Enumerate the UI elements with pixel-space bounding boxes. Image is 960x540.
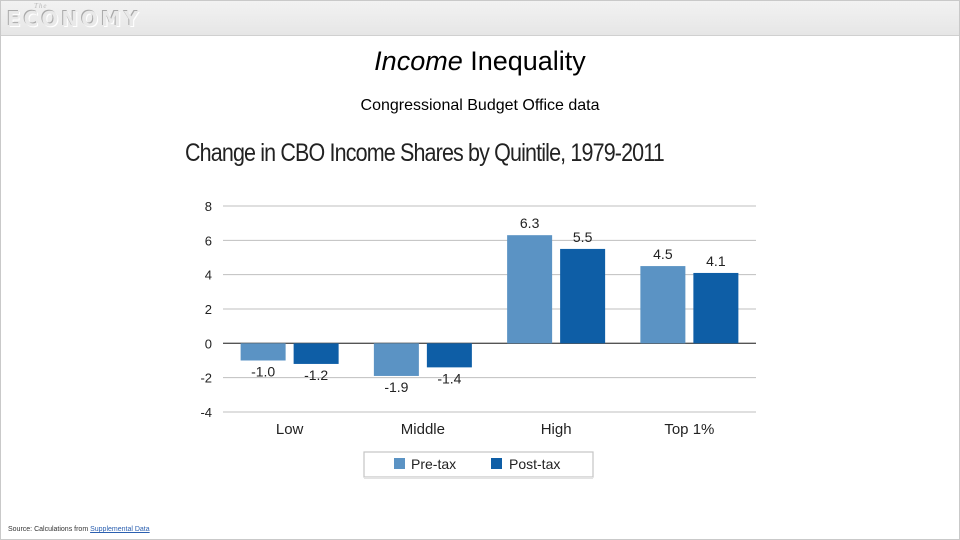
slide-title-rest: Inequality <box>462 46 586 76</box>
x-category-label: Middle <box>401 421 445 438</box>
legend-label: Pre-tax <box>411 456 456 472</box>
y-tick-label: 0 <box>205 336 212 351</box>
y-tick-label: -2 <box>200 371 212 386</box>
y-tick-label: -4 <box>200 405 212 420</box>
chart-title: Change in CBO Income Shares by Quintile,… <box>185 139 665 167</box>
bar-post-tax <box>693 272 739 344</box>
data-label: -1.0 <box>251 364 275 380</box>
slide-title-italic: Income <box>374 46 463 76</box>
legend-swatch-pre-tax <box>394 458 405 469</box>
bar-pre-tax <box>240 343 286 361</box>
header-band: The ECONOMY <box>1 1 959 36</box>
brand-small-text: The <box>34 2 48 10</box>
bar-post-tax <box>560 248 606 344</box>
data-label: 5.5 <box>573 229 593 245</box>
legend-swatch-post-tax <box>491 458 502 469</box>
x-category-label: Low <box>276 421 304 438</box>
data-label: -1.9 <box>384 379 408 395</box>
bar-pre-tax <box>640 266 686 344</box>
bar-post-tax <box>293 343 339 364</box>
bar-pre-tax <box>373 343 419 376</box>
supplemental-data-link[interactable]: Supplemental Data <box>90 526 150 533</box>
bar-pre-tax <box>507 235 553 344</box>
data-label: 4.5 <box>653 246 673 262</box>
data-label: -1.2 <box>304 367 328 383</box>
brand-logo: ECONOMY <box>7 7 142 31</box>
source-note: Source: Calculations from Supplemental D… <box>8 526 150 533</box>
slide-subtitle: Congressional Budget Office data <box>360 97 600 114</box>
legend-shadow <box>364 477 593 479</box>
source-prefix: Source: Calculations from <box>8 526 91 533</box>
y-tick-label: 2 <box>205 302 212 317</box>
x-category-label: High <box>541 421 572 438</box>
x-category-label: Top 1% <box>664 421 714 438</box>
data-label: 6.3 <box>520 215 540 231</box>
data-label: 4.1 <box>706 253 726 269</box>
y-tick-label: 8 <box>205 199 212 214</box>
slide-title: Income Inequality <box>1 46 959 77</box>
y-tick-label: 4 <box>205 268 212 283</box>
y-tick-label: 6 <box>205 233 212 248</box>
legend-label: Post-tax <box>509 456 560 472</box>
data-label: -1.4 <box>437 370 461 386</box>
bar-post-tax <box>426 343 472 368</box>
